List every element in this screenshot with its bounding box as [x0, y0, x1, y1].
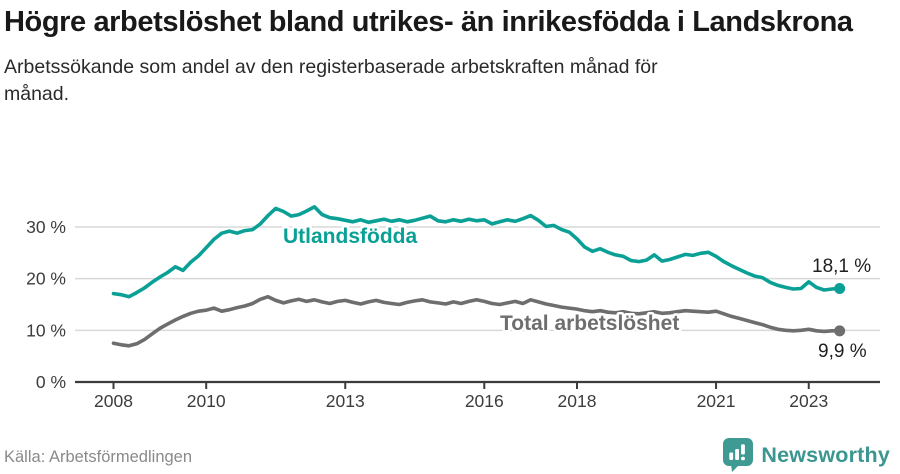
page-subtitle: Arbetssökande som andel av den registerb… [4, 55, 658, 106]
chart-annotation: Utlandsfödda [283, 225, 417, 248]
page-title: Högre arbetslöshet bland utrikes- än inr… [4, 6, 853, 38]
y-tick-label: 0 % [36, 372, 66, 392]
series-end-dot [834, 282, 846, 294]
series-end-dot [834, 325, 846, 337]
newsworthy-logo: Newsworthy [723, 438, 890, 472]
series-line [111, 204, 842, 299]
newsworthy-logo-text: Newsworthy [761, 442, 890, 467]
series-line [111, 294, 842, 348]
y-tick-label: 10 % [26, 320, 66, 340]
x-tick-label: 2023 [789, 391, 828, 411]
source-note: Källa: Arbetsförmedlingen [4, 448, 193, 466]
line-chart: 0 % 10 % 20 % 30 % 2008 2010 2013 2016 2018 2021 2… [26, 204, 880, 411]
chart-header: Högre arbetslöshet bland utrikes- än inr… [4, 6, 853, 109]
x-tick-label: 2013 [326, 391, 365, 411]
x-tick-label: 2016 [465, 391, 504, 411]
y-tick-label: 20 % [26, 269, 66, 289]
newsworthy-logo-icon [723, 438, 754, 472]
x-tick-label: 2018 [558, 391, 597, 411]
chart-annotation: 18,1 % [812, 256, 871, 277]
y-tick-label: 30 % [26, 217, 66, 237]
x-tick-label: 2010 [187, 391, 226, 411]
x-tick-label: 2008 [94, 391, 133, 411]
chart-annotation: Total arbetslöshet [500, 312, 679, 335]
x-tick-label: 2021 [697, 391, 736, 411]
chart-annotation: 9,9 % [818, 341, 867, 362]
